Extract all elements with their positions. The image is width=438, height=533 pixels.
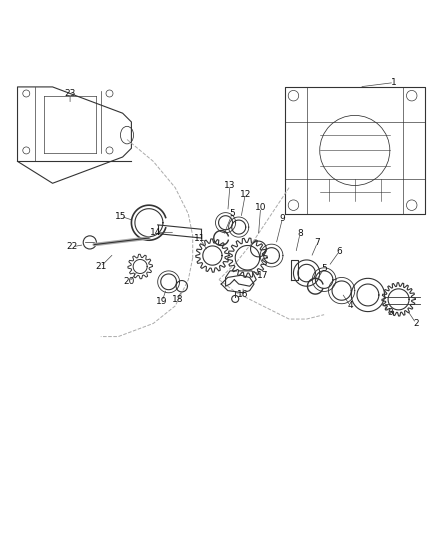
Text: 13: 13 [224,181,236,190]
Text: 16: 16 [237,290,249,300]
Text: 21: 21 [95,262,106,271]
Text: 12: 12 [240,190,251,199]
Text: 3: 3 [387,308,393,317]
Text: 2: 2 [413,319,419,328]
Text: 7: 7 [314,238,321,247]
Text: 22: 22 [67,243,78,251]
Text: 5: 5 [229,209,235,219]
Text: 10: 10 [255,203,266,212]
Text: 23: 23 [64,89,76,98]
Text: 18: 18 [172,295,183,304]
Text: 8: 8 [297,229,303,238]
Text: 1: 1 [391,78,397,87]
Text: 17: 17 [257,271,268,280]
Text: 19: 19 [156,297,168,306]
Text: 6: 6 [336,247,343,256]
Text: 4: 4 [348,302,353,310]
Text: 15: 15 [115,212,126,221]
Text: 14: 14 [150,228,161,237]
Text: 11: 11 [194,233,205,243]
Text: 9: 9 [279,214,286,223]
Text: 20: 20 [124,277,135,286]
Text: 5: 5 [321,264,327,273]
